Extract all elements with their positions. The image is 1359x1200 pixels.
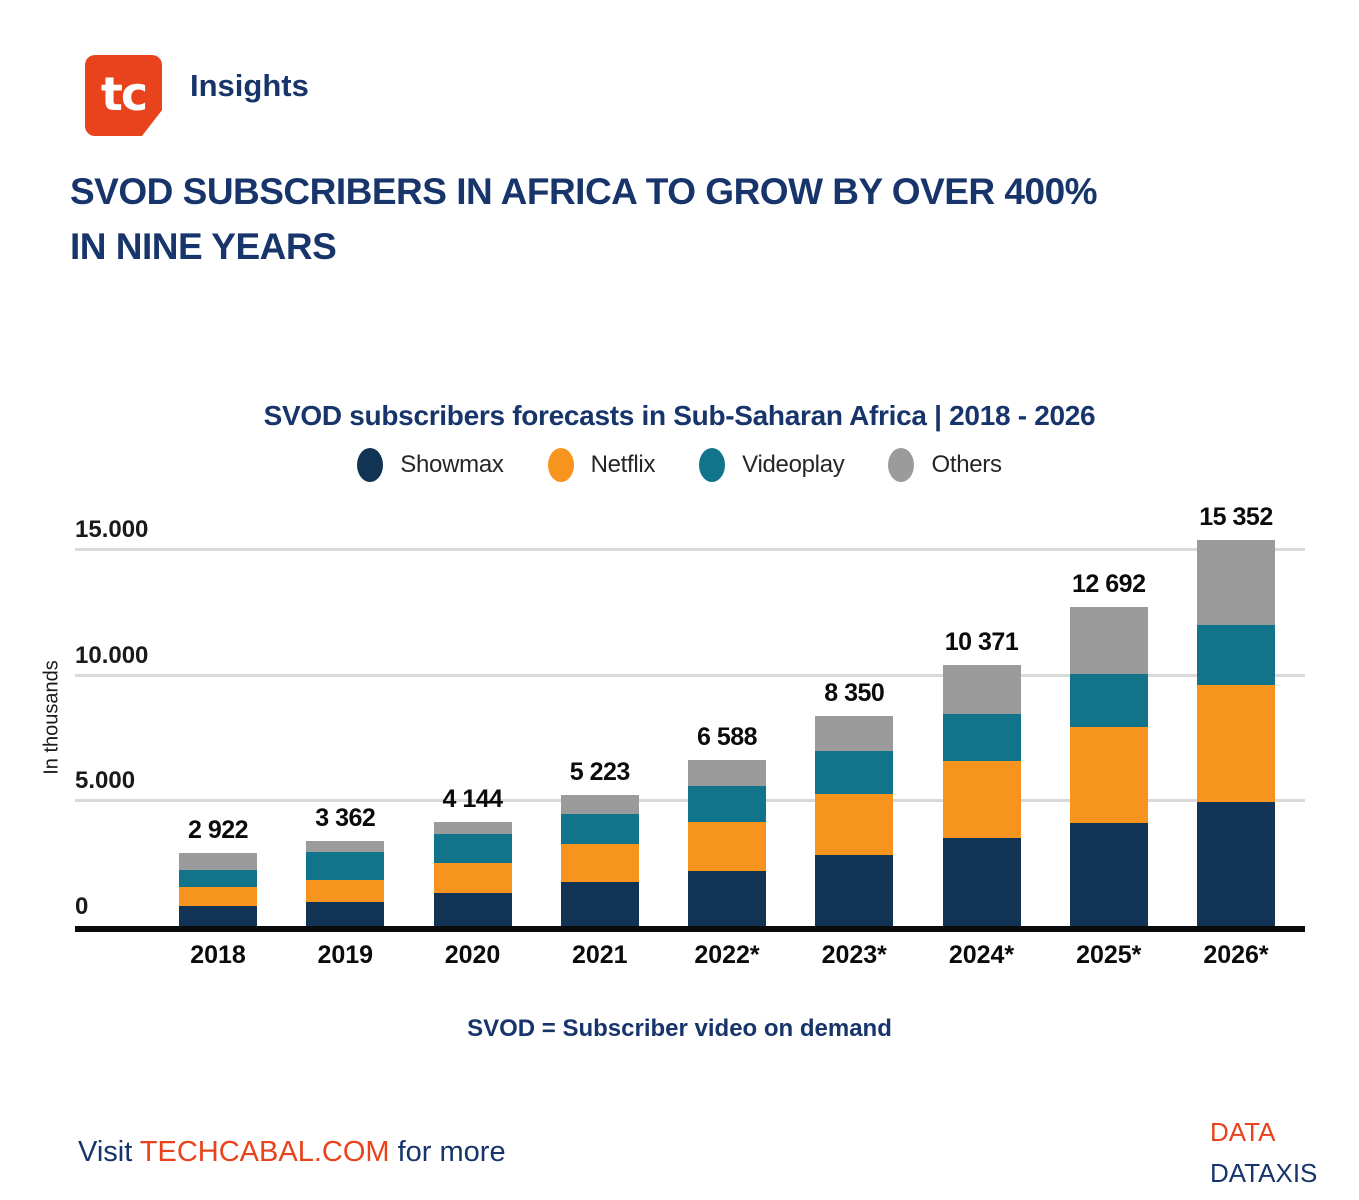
bar-segment-2021-others xyxy=(560,794,639,814)
bar-segment-2026-netflix xyxy=(1197,685,1275,802)
bar-segment-2025-others xyxy=(1069,606,1148,674)
bar-segment-2024-showmax xyxy=(942,838,1021,926)
bar-segment-2020-videoplay xyxy=(433,834,512,864)
bar-segment-2019-videoplay xyxy=(306,852,385,881)
y-axis-tick-label: 10.000 xyxy=(75,641,149,669)
techcabal-logo-text: tc xyxy=(100,66,148,121)
bar-total-label: 3 362 xyxy=(315,804,376,833)
legend-label: Videoplay xyxy=(742,451,845,478)
legend-item-others: Others xyxy=(888,448,1002,482)
bar-segment-2023-others xyxy=(815,716,894,751)
insights-brand-label: Insights xyxy=(190,68,309,103)
bar-total-label: 4 144 xyxy=(442,784,503,813)
x-axis-tick-label: 2024* xyxy=(948,941,1015,969)
legend-dot-videoplay xyxy=(699,448,726,482)
bar-total-label: 5 223 xyxy=(569,757,631,786)
gridline-15000 xyxy=(75,547,1305,551)
page-title-line2: IN NINE YEARS xyxy=(70,226,337,267)
bar-total-label: 6 588 xyxy=(696,723,758,752)
y-axis-tick-label: 15.000 xyxy=(75,515,149,543)
page-title-line1: SVOD SUBSCRIBERS IN AFRICA TO GROW BY OV… xyxy=(70,171,1098,212)
y-axis-tick-label: 0 xyxy=(75,893,89,920)
visit-suffix: for more xyxy=(389,1136,506,1168)
bar-segment-2023-videoplay xyxy=(815,751,894,794)
bar-segment-2024-videoplay xyxy=(942,713,1021,761)
bar-segment-2022-others xyxy=(688,760,766,787)
x-axis-tick-label: 2023* xyxy=(821,941,887,969)
bar-segment-2022-videoplay xyxy=(688,786,766,822)
bar-segment-2018-others xyxy=(179,852,257,871)
x-axis-tick-label: 2018 xyxy=(190,941,246,969)
chart-title: SVOD subscribers forecasts in Sub-Sahara… xyxy=(263,400,1096,431)
gridline-10000 xyxy=(75,673,1305,677)
legend-item-videoplay: Videoplay xyxy=(699,448,845,482)
techcabal-logo-background: tc xyxy=(85,55,162,136)
bar-segment-2020-netflix xyxy=(433,863,512,893)
techcabal-logo: tc xyxy=(85,55,162,136)
data-source: DATA DATAXIS xyxy=(1210,1112,1317,1194)
bar-segment-2023-showmax xyxy=(815,854,894,926)
y-axis-title: In thousands xyxy=(40,660,63,775)
bar-segment-2025-netflix xyxy=(1069,726,1148,823)
bar-total-label: 8 350 xyxy=(824,679,885,708)
bar-segment-2018-showmax xyxy=(179,906,257,926)
y-axis-tick-label: 5.000 xyxy=(75,767,136,795)
bar-total-label: 2 922 xyxy=(187,815,249,844)
bar-segment-2021-netflix xyxy=(560,843,639,883)
bar-segment-2020-showmax xyxy=(433,892,512,926)
bar-segment-2020-others xyxy=(433,821,512,835)
x-axis-tick-label: 2021 xyxy=(571,941,628,969)
bar-segment-2026-videoplay xyxy=(1197,624,1275,686)
bar-segment-2019-showmax xyxy=(306,902,385,926)
legend-item-showmax: Showmax xyxy=(357,448,504,482)
bar-total-label: 10 371 xyxy=(944,628,1019,657)
bar-segment-2022-showmax xyxy=(688,870,766,926)
bar-segment-2018-videoplay xyxy=(179,870,257,888)
bar-segment-2021-showmax xyxy=(560,882,639,926)
legend-label: Netflix xyxy=(590,451,656,478)
bar-segment-2018-netflix xyxy=(179,887,257,907)
legend-label: Showmax xyxy=(400,451,504,478)
x-axis-tick-label: 2025* xyxy=(1076,941,1142,969)
bar-segment-2026-others xyxy=(1197,540,1275,625)
page-title: SVOD SUBSCRIBERS IN AFRICA TO GROW BY OV… xyxy=(70,164,1300,274)
x-axis-tick-label: 2020 xyxy=(444,941,501,969)
bar-segment-2019-netflix xyxy=(306,880,385,903)
visit-line: Visit TECHCABAL.COM for more xyxy=(78,1136,506,1169)
chart-footnote: SVOD = Subscriber video on demand xyxy=(467,1015,892,1042)
x-axis-line xyxy=(75,926,1305,932)
legend-label: Others xyxy=(931,451,1002,478)
bar-segment-2022-netflix xyxy=(688,821,766,871)
legend-item-netflix: Netflix xyxy=(547,448,656,482)
bar-total-label: 15 352 xyxy=(1199,503,1273,532)
bar-segment-2026-showmax xyxy=(1197,801,1275,926)
bar-segment-2019-others xyxy=(306,841,385,853)
legend-dot-showmax xyxy=(357,448,384,482)
techcabal-link[interactable]: TECHCABAL.COM xyxy=(139,1136,390,1168)
data-source-name: DATAXIS xyxy=(1210,1158,1318,1188)
bar-segment-2024-others xyxy=(942,665,1021,714)
bar-segment-2025-videoplay xyxy=(1069,673,1148,727)
visit-prefix: Visit xyxy=(78,1136,140,1168)
bar-segment-2021-videoplay xyxy=(560,813,639,844)
x-axis-tick-label: 2022* xyxy=(694,941,760,969)
bar-segment-2024-netflix xyxy=(942,760,1021,839)
data-source-label: DATA xyxy=(1210,1117,1276,1147)
bar-total-label: 12 692 xyxy=(1072,569,1146,598)
chart-legend: Showmax Netflix Videoplay Others xyxy=(0,448,1359,482)
legend-dot-netflix xyxy=(547,448,574,482)
legend-dot-others xyxy=(888,448,915,482)
x-axis-tick-label: 2026* xyxy=(1203,941,1269,969)
x-axis-tick-label: 2019 xyxy=(317,941,374,969)
bar-segment-2023-netflix xyxy=(815,793,894,855)
bar-segment-2025-showmax xyxy=(1069,822,1148,926)
